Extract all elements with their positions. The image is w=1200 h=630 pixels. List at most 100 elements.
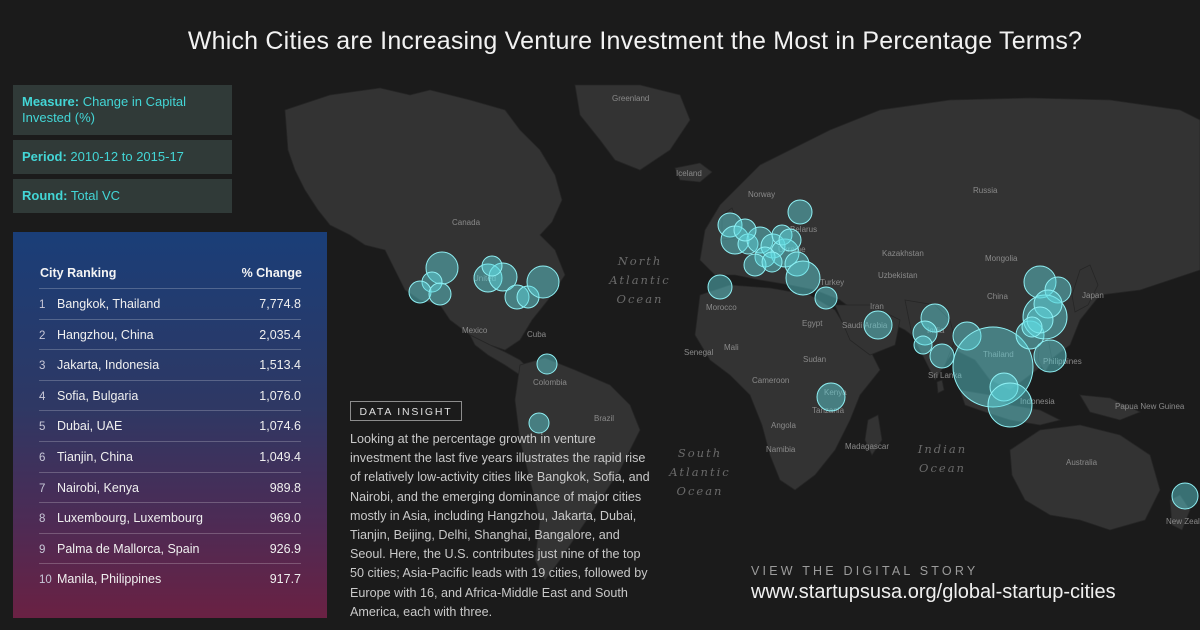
city-bubble[interactable]	[1033, 289, 1063, 319]
ocean-north-atlantic: North Atlantic Ocean	[609, 254, 671, 306]
country-label-saudi: Saudi Arabia	[842, 321, 888, 330]
land-iceland	[674, 162, 713, 183]
city-bubble[interactable]	[473, 263, 503, 293]
country-label-kenya: Kenya	[824, 388, 847, 397]
country-label-canada: Canada	[452, 218, 481, 227]
city-bubble[interactable]	[536, 353, 558, 375]
ocean-south-atlantic: South Atlantic Ocean	[669, 446, 731, 498]
land-eurasia	[699, 97, 1200, 391]
city-bubble[interactable]	[1021, 316, 1043, 338]
ranking-row-rank: 8	[39, 513, 46, 526]
country-label-namibia: Namibia	[766, 445, 796, 454]
country-label-russia: Russia	[973, 186, 998, 195]
city-bubble[interactable]	[784, 251, 810, 277]
city-bubble[interactable]	[516, 285, 540, 309]
city-bubble[interactable]	[488, 262, 518, 292]
ranking-row-city: Hangzhou, China	[57, 327, 154, 342]
city-bubble[interactable]	[814, 286, 838, 310]
city-bubble[interactable]	[1015, 320, 1045, 350]
ranking-row-change: 1,049.4	[259, 450, 301, 464]
city-bubbles	[408, 199, 1199, 510]
country-label-indonesia: Indonesia	[1020, 397, 1055, 406]
ranking-row-city: Jakarta, Indonesia	[57, 358, 160, 373]
digital-story-link[interactable]: www.startupsusa.org/global-startup-citie…	[751, 581, 1116, 603]
country-label-sudan: Sudan	[803, 355, 826, 364]
ocean-indian: Indian Ocean	[917, 442, 968, 475]
filter-measure[interactable]: Measure: Change in Capital Invested (%)	[13, 85, 232, 135]
land-japan	[1071, 264, 1099, 313]
country-label-cuba: Cuba	[527, 330, 547, 339]
city-bubble[interactable]	[785, 260, 821, 296]
ranking-row: 9 Palma de Mallorca, Spain 926.9	[39, 532, 301, 564]
ranking-row-city: Manila, Philippines	[57, 572, 162, 587]
country-label-egypt: Egypt	[802, 319, 823, 328]
ranking-row-change: 1,074.6	[259, 419, 301, 434]
city-bubble[interactable]	[408, 280, 432, 304]
city-bubble[interactable]	[987, 382, 1033, 428]
ranking-row-change: 917.7	[269, 572, 301, 587]
city-bubble[interactable]	[989, 372, 1019, 402]
filter-period-label: Period:	[22, 149, 67, 164]
ranking-row-city: Bangkok, Thailand	[57, 297, 161, 311]
filter-period[interactable]: Period: 2010-12 to 2015-17	[13, 140, 232, 174]
city-bubble[interactable]	[913, 335, 933, 355]
land-north-america	[284, 87, 566, 351]
ranking-row-city: Palma de Mallorca, Spain	[57, 541, 200, 556]
ranking-row: 6 Tianjin, China 1,049.4	[39, 441, 301, 472]
country-label-greenland: Greenland	[612, 94, 649, 103]
ranking-row-rank: 1	[39, 299, 46, 311]
city-bubble[interactable]	[912, 320, 938, 346]
city-bubble[interactable]	[771, 224, 793, 246]
city-bubble[interactable]	[707, 274, 733, 300]
land-greenland	[574, 84, 691, 171]
land-south-america	[514, 357, 641, 581]
digital-story-label: VIEW THE DIGITAL STORY	[751, 564, 979, 578]
city-bubble[interactable]	[787, 199, 813, 225]
city-bubble[interactable]	[428, 282, 452, 306]
country-label-morocco: Morocco	[706, 303, 737, 312]
ranking-row: 4 Sofia, Bulgaria 1,076.0	[39, 379, 301, 411]
country-label-brazil: Brazil	[594, 414, 614, 423]
city-bubble[interactable]	[952, 326, 1034, 408]
city-bubble[interactable]	[1033, 339, 1067, 373]
land-png	[1079, 394, 1142, 421]
filter-measure-label: Measure:	[22, 94, 80, 109]
ranking-row-city: Dubai, UAE	[57, 419, 123, 434]
country-label-senegal: Senegal	[684, 348, 714, 357]
city-bubble[interactable]	[929, 343, 955, 369]
ranking-row-change: 2,035.4	[259, 327, 301, 342]
city-bubble[interactable]	[920, 303, 950, 333]
country-label-angola: Angola	[771, 421, 796, 430]
country-label-turkey: Turkey	[820, 278, 844, 287]
ranking-row-rank: 9	[39, 543, 46, 556]
city-bubble[interactable]	[528, 412, 550, 434]
city-bubble[interactable]	[1171, 482, 1199, 510]
city-bubble[interactable]	[421, 271, 443, 293]
city-bubble[interactable]	[733, 218, 757, 242]
ranking-col-city: City Ranking	[40, 266, 117, 280]
country-label-united: United	[473, 274, 496, 283]
city-bubble[interactable]	[526, 265, 560, 299]
land-arabia	[834, 304, 901, 356]
ranking-row-rank: 7	[39, 482, 46, 495]
city-bubble[interactable]	[816, 382, 846, 412]
city-bubble[interactable]	[778, 228, 802, 252]
country-label-belarus: Belarus	[790, 225, 817, 234]
ranking-row: 5 Dubai, UAE 1,074.6	[39, 410, 301, 441]
ranking-header: City Ranking % Change	[40, 266, 302, 280]
country-label-philippines: Philippines	[1043, 357, 1082, 366]
ranking-row-rank: 5	[39, 421, 46, 434]
city-bubble[interactable]	[743, 253, 767, 277]
ranking-row: 1 Bangkok, Thailand 7,774.8	[39, 288, 301, 319]
country-label-madagascar: Madagascar	[845, 442, 889, 451]
land-philippines	[1037, 337, 1053, 373]
ranking-row-city: Sofia, Bulgaria	[57, 388, 139, 403]
city-bubble[interactable]	[761, 251, 783, 273]
ranking-row-change: 1,076.0	[259, 388, 301, 403]
city-bubble[interactable]	[863, 310, 893, 340]
filter-round[interactable]: Round: Total VC	[13, 179, 232, 213]
ranking-row-rank: 10	[39, 574, 52, 587]
city-bubble[interactable]	[481, 255, 503, 277]
ranking-row-change: 989.8	[269, 480, 301, 495]
